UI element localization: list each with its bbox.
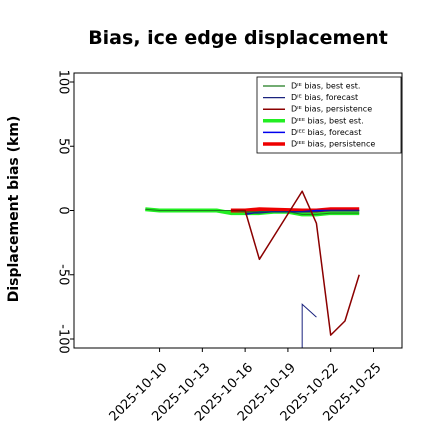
legend-items: Dᴵᴱ bias, best est. Dᴵᴱ bias, forecast Dᴵᴱ… — [263, 82, 375, 149]
legend-label-4: Dᴵᴱᴱ bias, best est. — [291, 116, 364, 125]
x-axis: 2025-10-102025-10-132025-10-162025-10-19… — [107, 348, 385, 424]
legend-label-3: Dᴵᴱ bias, persistence — [291, 105, 372, 114]
y-tick-label: -100 — [56, 324, 71, 354]
y-tick-label: 50 — [56, 138, 71, 155]
series-layer — [145, 190, 360, 348]
chart-title: Bias, ice edge displacement — [88, 27, 388, 49]
legend-label-6: Dᴵᴱᴱ bias, persistence — [291, 140, 375, 149]
connector-line-2 — [301, 303, 317, 348]
y-axis-label: Displacement bias (km) — [6, 116, 22, 303]
legend-box — [256, 76, 402, 154]
series-line-3 — [230, 190, 360, 336]
series-line-2 — [245, 210, 360, 214]
y-tick-label: 0 — [56, 206, 71, 214]
legend-label-5: Dᴵᴱᴱ bias, forecast — [291, 128, 361, 137]
y-tick-label: 100 — [56, 70, 71, 95]
y-tick-label: -50 — [56, 264, 71, 285]
y-axis: 100 50 0 -50 -100 — [56, 70, 74, 354]
legend-label-2: Dᴵᴱ bias, forecast — [291, 93, 358, 102]
legend-label-1: Dᴵᴱ bias, best est. — [291, 82, 360, 91]
series-line-1 — [145, 208, 360, 215]
legend: Dᴵᴱ bias, best est. Dᴵᴱ bias, forecast Dᴵᴱ… — [256, 76, 402, 154]
